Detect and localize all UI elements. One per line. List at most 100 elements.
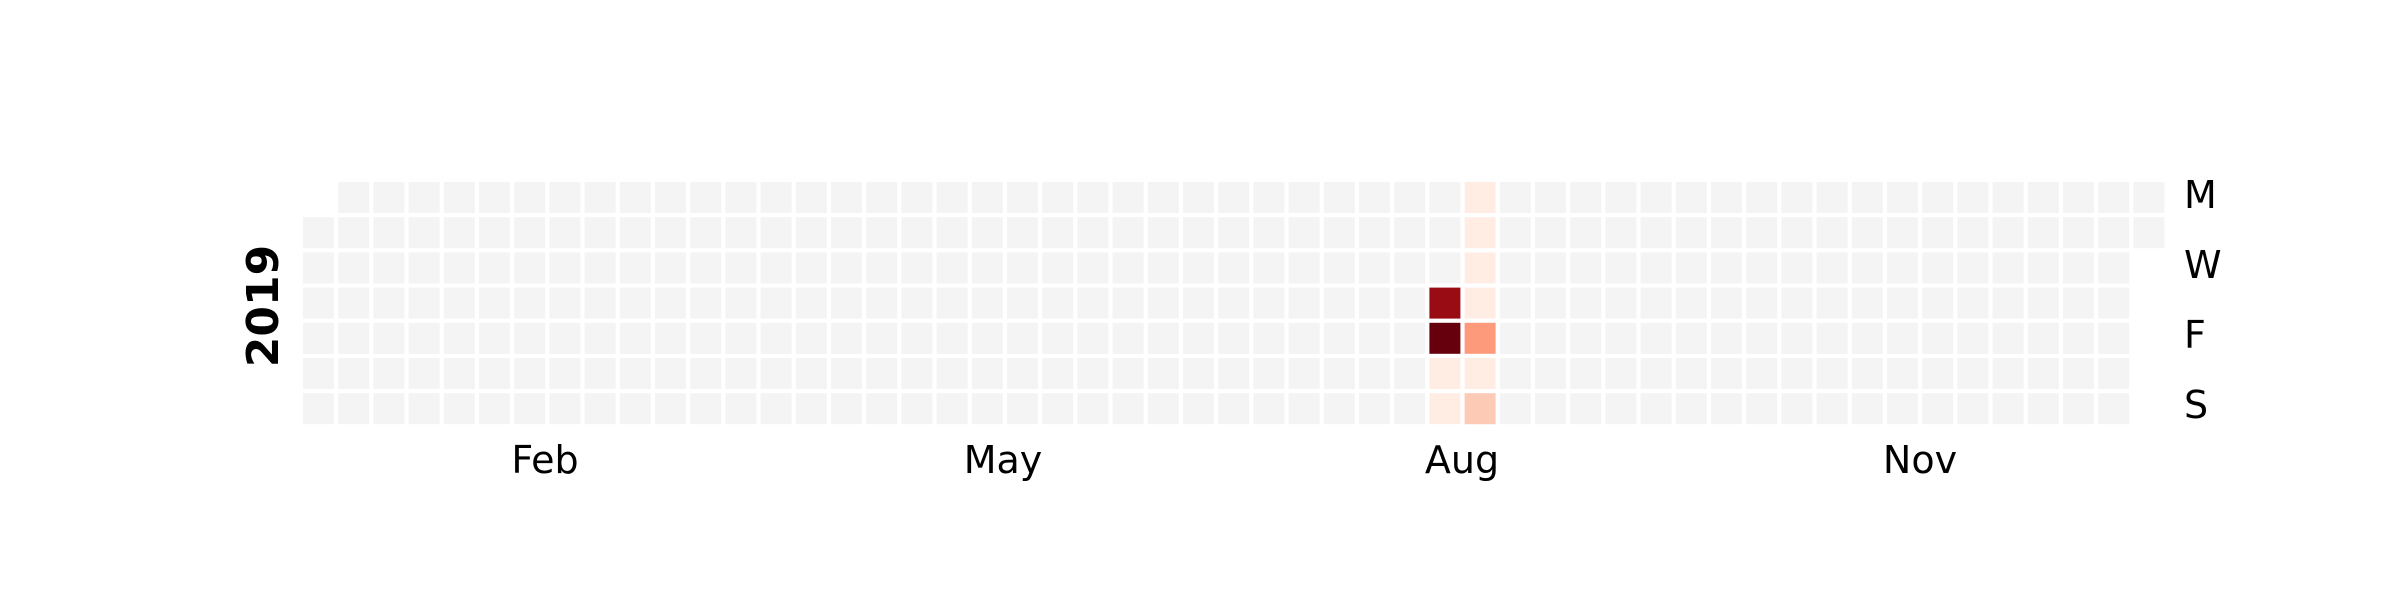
year-label: 2019 (238, 245, 289, 367)
heatmap-cell (1253, 252, 1285, 284)
heatmap-cell (1887, 358, 1918, 389)
heatmap-cell (1288, 358, 1320, 389)
heatmap-cell (866, 182, 898, 213)
heatmap-cell (1570, 322, 1602, 354)
heatmap-cell (760, 287, 792, 319)
heatmap-cell (725, 287, 757, 319)
heatmap-cell (2063, 287, 2094, 319)
heatmap-cell (866, 252, 898, 284)
heatmap-cell (549, 393, 581, 425)
heatmap-cell (1007, 287, 1038, 319)
heatmap-cell (338, 217, 370, 249)
weekday-tick-label: M (2184, 173, 2217, 217)
heatmap-cell (1711, 182, 1742, 213)
heatmap-cell (1746, 287, 1778, 319)
heatmap-cell (831, 393, 862, 425)
heatmap-cell (936, 182, 968, 213)
heatmap-cell (373, 217, 405, 249)
heatmap-cell (1992, 252, 2024, 284)
heatmap-cell (1183, 322, 1214, 354)
heatmap-cell (514, 252, 546, 284)
heatmap-cell (2027, 358, 2059, 389)
heatmap-cell (443, 252, 475, 284)
heatmap-cell (338, 252, 370, 284)
heatmap-cell (1781, 252, 1813, 284)
heatmap-cell (1570, 287, 1602, 319)
heatmap-cell (2098, 252, 2130, 284)
heatmap-cell (303, 393, 334, 425)
heatmap-cell (1675, 217, 1707, 249)
heatmap-cell (1922, 182, 1954, 213)
heatmap-cell (479, 182, 510, 213)
heatmap-cell (1570, 217, 1602, 249)
heatmap-cell (1887, 287, 1918, 319)
heatmap-cell (514, 393, 546, 425)
heatmap-cell (866, 287, 898, 319)
heatmap-cell (831, 217, 862, 249)
heatmap-cell (1746, 252, 1778, 284)
heatmap-cell (1781, 182, 1813, 213)
heatmap-cell (1394, 358, 1426, 389)
heatmap-cell (725, 252, 757, 284)
heatmap-cell (1640, 252, 1672, 284)
heatmap-cell (373, 358, 405, 389)
heatmap-cell (1007, 252, 1038, 284)
heatmap-cell (1535, 217, 1566, 249)
heatmap-cell (655, 358, 686, 389)
heatmap-cell (831, 322, 862, 354)
heatmap-cell (303, 322, 334, 354)
heatmap-cell (2063, 393, 2094, 425)
heatmap-cell (1359, 217, 1390, 249)
heatmap-cell (1112, 182, 1144, 213)
heatmap-cell (901, 182, 933, 213)
heatmap-cell (1429, 182, 1461, 213)
month-tick-labels: Feb May Aug Nov (511, 438, 1957, 482)
heatmap-cell (1781, 393, 1813, 425)
heatmap-cell (1711, 287, 1742, 319)
heatmap-cell (1992, 393, 2024, 425)
heatmap-cell (408, 287, 440, 319)
heatmap-cell (1922, 287, 1954, 319)
heatmap-cell (1359, 393, 1390, 425)
heatmap-cell (1816, 358, 1848, 389)
heatmap-cell (1323, 322, 1355, 354)
heatmap-cell (690, 217, 722, 249)
heatmap-cell (1851, 287, 1883, 319)
heatmap-cell (1007, 393, 1038, 425)
heatmap-cell (1781, 287, 1813, 319)
heatmap-cell (1288, 182, 1320, 213)
heatmap-cell (760, 252, 792, 284)
heatmap-cell (1042, 182, 1074, 213)
heatmap-cell (866, 393, 898, 425)
heatmap-cell (1323, 182, 1355, 213)
heatmap-cell (725, 358, 757, 389)
heatmap-cell (1605, 322, 1637, 354)
heatmap-cell (1077, 182, 1109, 213)
heatmap-cell (1042, 358, 1074, 389)
heatmap-cell (760, 393, 792, 425)
weekday-tick-labels: M W F S (2184, 173, 2222, 427)
heatmap-cell (1218, 252, 1250, 284)
heatmap-cell (1535, 393, 1566, 425)
heatmap-cell (1464, 393, 1496, 425)
heatmap-cell (1394, 182, 1426, 213)
heatmap-cells (303, 182, 2165, 425)
heatmap-cell (1007, 182, 1038, 213)
heatmap-cell (1464, 217, 1496, 249)
heatmap-cell (619, 358, 651, 389)
heatmap-cell (655, 287, 686, 319)
heatmap-cell (373, 252, 405, 284)
heatmap-cell (1007, 217, 1038, 249)
heatmap-cell (338, 322, 370, 354)
heatmap-cell (690, 252, 722, 284)
heatmap-cell (866, 358, 898, 389)
heatmap-cell (1253, 287, 1285, 319)
heatmap-cell (1957, 393, 1989, 425)
heatmap-cell (1957, 252, 1989, 284)
heatmap-cell (1746, 217, 1778, 249)
heatmap-cell (1394, 287, 1426, 319)
heatmap-cell (2063, 358, 2094, 389)
heatmap-cell (1887, 252, 1918, 284)
month-tick-label: May (964, 438, 1043, 482)
heatmap-cell (1640, 393, 1672, 425)
